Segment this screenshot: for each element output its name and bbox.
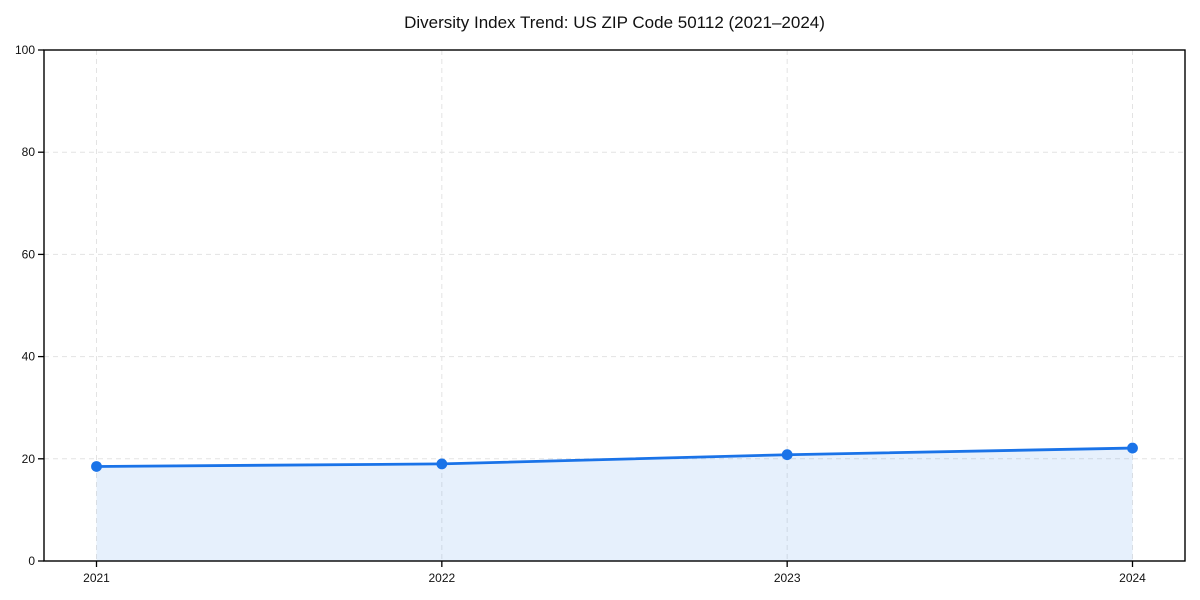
y-tick-label: 100	[15, 43, 35, 57]
data-point-marker	[436, 458, 448, 470]
y-tick-label: 40	[22, 350, 36, 364]
y-tick-label: 0	[28, 554, 35, 568]
data-point-marker	[781, 449, 793, 461]
axis-frame	[43, 49, 1186, 562]
x-tick-label: 2023	[774, 571, 801, 585]
x-tick-label: 2021	[83, 571, 110, 585]
y-tick-label: 20	[22, 452, 36, 466]
data-point-marker	[91, 461, 102, 472]
y-tick-label: 60	[22, 247, 36, 261]
chart-title: Diversity Index Trend: US ZIP Code 50112…	[404, 13, 825, 32]
data-point-marker	[1127, 442, 1138, 454]
area-fill	[96, 448, 1133, 561]
x-tick-label: 2022	[428, 571, 455, 585]
trend-line	[95, 446, 1134, 468]
y-tick-label: 80	[22, 145, 36, 159]
x-tick-label: 2024	[1119, 571, 1146, 585]
